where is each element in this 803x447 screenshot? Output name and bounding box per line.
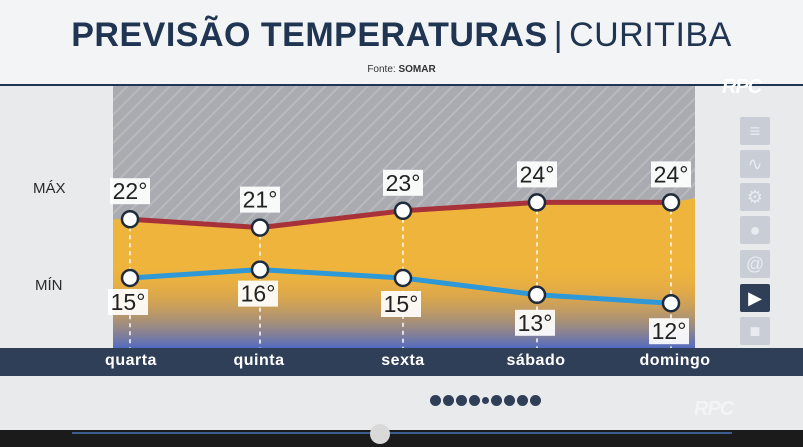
pager-dot[interactable] [456, 395, 467, 407]
pager-dot[interactable] [430, 395, 441, 407]
pager-dot[interactable] [469, 395, 480, 407]
min-point [120, 268, 140, 288]
day-label-domingo: domingo [639, 352, 711, 369]
min-value-label: 16° [241, 281, 276, 307]
page-title: PREVISÃO TEMPERATURAS | CURITIBA [71, 16, 732, 54]
min-row-label: MÍN [35, 277, 63, 294]
day-label-quinta: quinta [233, 352, 285, 369]
pager-dot-active[interactable] [482, 397, 489, 405]
max-value-label: 22° [113, 178, 148, 204]
video-scrub-bar[interactable] [0, 430, 803, 447]
max-value-label: 23° [386, 170, 421, 196]
min-value-label: 15° [111, 289, 146, 315]
min-point [250, 260, 270, 279]
min-value-label: 12° [652, 318, 687, 344]
max-value-label: 24° [654, 161, 689, 187]
max-point [661, 193, 681, 212]
max-point [527, 193, 547, 212]
title-bar [0, 0, 803, 84]
min-point [393, 268, 413, 288]
max-point [120, 209, 140, 229]
pager-dot[interactable] [530, 395, 541, 407]
min-point [527, 285, 547, 305]
max-value-label-bg [240, 186, 280, 213]
min-value-label-bg [649, 318, 689, 345]
min-value-label-bg [238, 280, 278, 307]
max-point [250, 218, 270, 237]
gear-icon[interactable]: ⚙ [740, 183, 770, 211]
pulse-icon[interactable]: ∿ [740, 150, 770, 178]
pager-dot[interactable] [443, 395, 454, 407]
scrub-progress [72, 432, 732, 434]
pager-dot[interactable] [491, 395, 502, 407]
pager-dots [430, 392, 543, 410]
min-value-label-bg [381, 291, 421, 317]
day-label-sexta: sexta [381, 352, 425, 369]
rpc-watermark: RPC [694, 398, 734, 420]
at-icon[interactable]: @ [740, 250, 770, 278]
days-bar [0, 348, 803, 376]
max-value-label-bg [651, 161, 691, 188]
rpc-logo: RPC [722, 76, 762, 98]
pager-dot[interactable] [517, 395, 528, 407]
camera-icon[interactable]: ■ [740, 317, 770, 345]
day-label-quarta: quarta [105, 352, 157, 369]
globe-icon[interactable]: ● [740, 216, 770, 244]
day-label-sabado: sábado [506, 352, 566, 369]
min-value-label-bg [108, 289, 148, 315]
scrub-handle[interactable] [370, 424, 390, 444]
min-value-label: 15° [384, 291, 419, 317]
min-point [661, 293, 681, 313]
max-value-label-bg [110, 178, 150, 205]
max-value-label: 24° [520, 161, 555, 187]
title-divider [0, 84, 803, 86]
min-value-label-bg [515, 309, 555, 336]
source-credit: Fonte: SOMAR [367, 64, 436, 75]
list-icon[interactable]: ≡ [740, 117, 770, 145]
play-icon[interactable]: ▶ [740, 284, 770, 312]
max-value-label-bg [383, 169, 423, 196]
min-value-label: 13° [518, 310, 553, 336]
max-point [393, 201, 413, 221]
max-value-label-bg [517, 161, 557, 188]
max-row-label: MÁX [33, 180, 66, 197]
max-value-label: 21° [243, 187, 278, 213]
pager-dot[interactable] [504, 395, 515, 407]
